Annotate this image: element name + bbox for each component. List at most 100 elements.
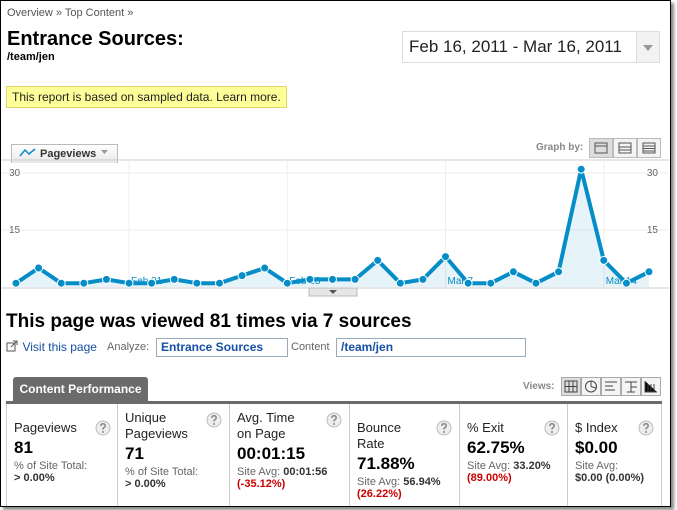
point (418, 274, 428, 284)
metric-sub-value: 56.94% (403, 476, 441, 488)
select-value: /team/jen (341, 340, 394, 354)
metric-card: Avg. Time on Page 00:01:15 Site Avg: 00:01… (230, 404, 350, 506)
graph-day-button[interactable] (589, 138, 613, 158)
metric-sub-label: Site Avg: 00:01:56 (237, 466, 328, 478)
headline: This page was viewed 81 times via 7 sour… (6, 311, 412, 332)
point (508, 267, 518, 277)
metric-sub-value: > 0.00% (125, 478, 166, 490)
page-subtitle: /team/jen (7, 51, 55, 63)
metric-value: 71.88% (357, 454, 415, 473)
metric-value: 71 (125, 444, 144, 463)
help-icon[interactable] (436, 420, 452, 436)
metric-name: % Exit (467, 420, 504, 435)
metric-value: 62.75% (467, 438, 525, 457)
date-range-picker[interactable]: Feb 16, 2011 - Mar 16, 2011 (402, 31, 660, 63)
metric-card: Pageviews 81 % of Site Total: > 0.00% (6, 404, 118, 506)
point (56, 278, 66, 288)
x-tick-label: Mar 7 (448, 276, 474, 287)
metric-card: Unique Pageviews 71 % of Site Total: > 0.00… (118, 404, 230, 506)
external-icon (6, 340, 18, 352)
content-tab[interactable]: Content Performance (13, 377, 148, 401)
help-icon[interactable] (206, 412, 222, 428)
help-icon[interactable] (95, 420, 111, 436)
icon (642, 142, 656, 154)
arrow-icon (329, 290, 337, 294)
analyze-label: Analyze: (107, 341, 150, 353)
metric-name: Pageviews (14, 420, 77, 435)
graph-week-button[interactable] (613, 138, 637, 158)
content-select[interactable]: /team/jen (336, 338, 526, 357)
point (531, 278, 541, 288)
select-value: Entrance Sources (161, 340, 264, 354)
point (282, 278, 292, 288)
point (11, 278, 21, 288)
point (79, 278, 89, 288)
sampled-notice[interactable]: This report is based on sampled data. Le… (6, 86, 287, 108)
point (124, 278, 134, 288)
arrow-icon (101, 150, 109, 154)
analyze-select[interactable]: Entrance Sources (156, 338, 288, 357)
metric-change: (-35.12%) (237, 478, 286, 490)
metric-sub-label: % of Site Total: (125, 466, 199, 478)
point (192, 278, 202, 288)
point (599, 255, 609, 265)
help-icon[interactable] (638, 420, 654, 436)
metric-card: Bounce Rate 71.88% Site Avg: 56.94% (26.22%… (350, 404, 460, 506)
metric-tab[interactable]: Pageviews (11, 144, 118, 163)
collapse-tab[interactable] (308, 287, 358, 297)
visit-link[interactable]: Visit this page (6, 338, 97, 356)
point (644, 267, 654, 277)
metric-name: Bounce Rate (357, 420, 402, 451)
area (16, 169, 649, 287)
breadcrumb-separator: » (55, 7, 63, 19)
arrow-icon (643, 45, 653, 51)
metric-name: Avg. Time on Page (237, 410, 295, 441)
page-title: Entrance Sources: (7, 28, 184, 50)
breadcrumb-link[interactable]: Overview (7, 7, 53, 19)
point (328, 274, 337, 284)
point (373, 255, 383, 265)
metric-card: % Exit 62.75% Site Avg: 33.20% (89.00%) (460, 404, 568, 506)
date-range: Feb 16, 2011 - Mar 16, 2011 (409, 37, 622, 56)
point (395, 278, 405, 288)
metric-sub-value: 33.20% (513, 460, 551, 472)
icon (594, 142, 608, 154)
point (441, 252, 451, 262)
help-icon[interactable] (326, 412, 342, 428)
breadcrumb-link[interactable]: Top Content (64, 7, 125, 19)
metric-cards: Pageviews 81% of Site Total: > 0.00% Unique… (6, 401, 662, 506)
content-label: Content (291, 341, 330, 353)
point (463, 278, 473, 288)
metric-change: (26.22%) (357, 488, 402, 500)
y-tick-label: 30 (9, 168, 21, 179)
metric-tab-label: Pageviews (40, 148, 97, 160)
point (576, 164, 586, 174)
view-buttons[interactable] (561, 377, 663, 397)
metric-change: (89.00%) (467, 472, 512, 484)
point (260, 263, 270, 273)
point (147, 278, 157, 288)
visit-link-text: Visit this page (22, 340, 97, 354)
dropdown-arrow (636, 32, 659, 62)
views-label: Views: (523, 381, 555, 392)
point (350, 274, 360, 284)
metric-sub-value: > 0.00% (14, 472, 55, 484)
x-tick-label: Mar 14 (606, 276, 638, 287)
metric-sub-value: 00:01:56 (283, 466, 328, 478)
icon (618, 142, 632, 154)
point (554, 267, 564, 277)
breadcrumb-separator: » (127, 7, 134, 19)
metric-sub-label: % of Site Total: (14, 460, 88, 472)
metric-sub-label: Site Avg: (575, 460, 619, 472)
metric-card: $ Index $0.00 Site Avg: $0.00 (0.00%) (568, 404, 662, 506)
metric-sub-label: Site Avg: 33.20% (467, 460, 551, 472)
point (237, 271, 247, 281)
y-tick-label: 30 (647, 168, 659, 179)
breadcrumb: Overview » Top Content » (7, 7, 133, 19)
graph-month-button[interactable] (637, 138, 661, 158)
line-icon (19, 148, 36, 157)
graph-by-label: Graph by: (536, 142, 584, 153)
help-icon[interactable] (544, 420, 560, 436)
